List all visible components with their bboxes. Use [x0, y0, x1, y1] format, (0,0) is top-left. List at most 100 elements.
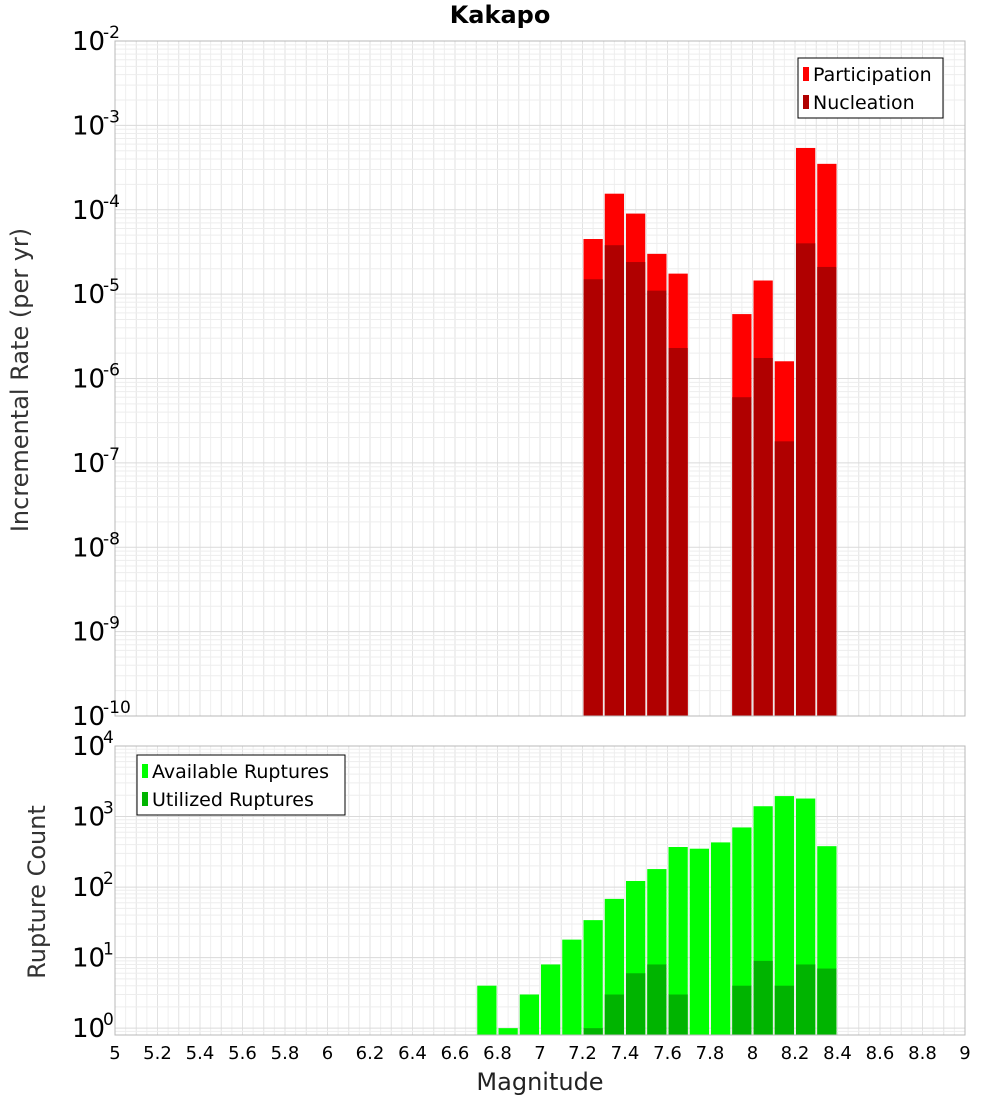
bottom-bar-available-ruptures: [477, 985, 497, 1035]
x-tick-label: 8.6: [866, 1043, 895, 1064]
bottom-y-tick-label: 10: [72, 803, 105, 833]
bottom-bar-utilized-ruptures: [668, 994, 688, 1035]
bottom-y-tick-label: 10: [72, 1014, 105, 1044]
top-bar-nucleation: [604, 245, 624, 717]
top-legend-box: [797, 57, 944, 119]
x-tick-label: 5.4: [186, 1043, 215, 1064]
top-legend: Participation Nucleation: [797, 57, 944, 119]
bottom-bar-utilized-ruptures: [626, 973, 646, 1035]
top-y-tick-label: 10: [72, 618, 105, 648]
bottom-legend-swatch: [142, 764, 148, 778]
top-legend-swatch: [803, 67, 809, 81]
x-tick-label: 6.4: [398, 1043, 427, 1064]
bottom-y-tick-label: 10: [72, 944, 105, 974]
x-tick-label: 7.2: [568, 1043, 597, 1064]
top-legend-swatch: [803, 95, 809, 109]
bottom-legend: Available Ruptures Utilized Ruptures: [136, 754, 346, 816]
x-tick-label: 8.2: [781, 1043, 810, 1064]
x-tick-label: 6: [322, 1043, 333, 1064]
bottom-legend-box: [136, 754, 346, 816]
bottom-bar-available-ruptures: [519, 994, 539, 1035]
top-y-tick-label: 10: [72, 280, 105, 310]
top-plot-frame: [114, 40, 966, 717]
bottom-y-tick-label: 10: [72, 873, 105, 903]
bottom-bar-utilized-ruptures: [753, 960, 773, 1035]
bottom-bar-utilized-ruptures: [732, 985, 752, 1035]
top-y-tick-label: 10: [72, 27, 105, 57]
top-bar-nucleation: [796, 243, 816, 717]
top-bar-nucleation: [817, 266, 837, 716]
x-tick-label: 6.2: [356, 1043, 385, 1064]
bottom-y-tick-label: 10: [72, 732, 105, 762]
top-y-tick-exponent: -6: [103, 361, 120, 381]
bottom-bar-available-ruptures: [541, 964, 561, 1035]
x-tick-label: 5.6: [228, 1043, 257, 1064]
top-bar-nucleation: [647, 290, 667, 716]
top-y-tick-label: 10: [72, 111, 105, 141]
x-tick-label: 8: [747, 1043, 758, 1064]
top-y-axis-label: Incremental Rate (per yr): [6, 228, 34, 532]
top-y-tick-exponent: -3: [103, 107, 120, 127]
top-y-tick-label: 10: [72, 196, 105, 226]
top-y-tick-exponent: -2: [103, 23, 120, 43]
top-bar-nucleation: [626, 262, 646, 716]
x-tick-label: 7.4: [611, 1043, 640, 1064]
bottom-bar-utilized-ruptures: [583, 1028, 603, 1035]
bottom-y-tick-exponent: 0: [103, 1010, 114, 1030]
bottom-bar-available-ruptures: [689, 848, 709, 1035]
top-bar-nucleation: [774, 441, 794, 716]
x-axis-label: Magnitude: [476, 1068, 603, 1096]
top-y-tick-exponent: -5: [103, 276, 120, 296]
top-bars: [583, 147, 837, 717]
bottom-y-tick-exponent: 2: [103, 869, 114, 889]
x-tick-label: 8.4: [823, 1043, 852, 1064]
bottom-bar-available-ruptures: [498, 1028, 518, 1035]
bottom-legend-label: Available Ruptures: [152, 761, 329, 783]
top-y-tick-exponent: -4: [103, 192, 120, 212]
x-tick-label: 7.8: [696, 1043, 725, 1064]
x-tick-label: 7.6: [653, 1043, 682, 1064]
bottom-bar-available-ruptures: [583, 920, 603, 1035]
x-tick-label: 7: [534, 1043, 545, 1064]
top-y-tick-labels: 10-210-310-410-510-610-710-810-910-10: [72, 23, 131, 732]
x-tick-label: 5.2: [143, 1043, 172, 1064]
bottom-plot-frame: [114, 745, 966, 1036]
top-y-tick-label: 10: [72, 365, 105, 395]
top-panel: 10-210-310-410-510-610-710-810-910-10 Par…: [72, 23, 966, 732]
bottom-bar-utilized-ruptures: [796, 964, 816, 1035]
bottom-bar-utilized-ruptures: [647, 964, 667, 1035]
bottom-bars: [477, 796, 837, 1035]
chart-title: Kakapo: [450, 1, 551, 29]
bottom-y-tick-exponent: 1: [103, 940, 114, 960]
bottom-legend-label: Utilized Ruptures: [152, 789, 314, 811]
top-y-tick-exponent: -8: [103, 529, 120, 549]
top-y-tick-label: 10: [72, 533, 105, 563]
bottom-bar-available-ruptures: [732, 827, 752, 1035]
bottom-y-tick-exponent: 4: [103, 728, 114, 748]
top-bar-nucleation: [753, 357, 773, 716]
top-y-tick-exponent: -7: [103, 445, 120, 465]
bottom-bar-available-ruptures: [668, 847, 688, 1035]
top-y-tick-label: 10: [72, 702, 105, 732]
bottom-y-axis-label: Rupture Count: [23, 805, 51, 979]
x-tick-labels: 5 5.2 5.4 5.6 5.8 6 6.2 6.4 6.6 6.8 7 7.2 7.4 7.6 7.8 8…: [109, 1043, 970, 1064]
x-tick-label: 8.8: [908, 1043, 937, 1064]
x-tick-label: 6.8: [483, 1043, 512, 1064]
top-bar-nucleation: [668, 347, 688, 716]
bottom-bar-utilized-ruptures: [774, 985, 794, 1035]
top-y-tick-label: 10: [72, 449, 105, 479]
top-bar-nucleation: [583, 279, 603, 716]
bottom-bar-utilized-ruptures: [817, 968, 837, 1035]
x-tick-label: 6.6: [441, 1043, 470, 1064]
top-legend-label: Participation: [813, 64, 932, 86]
top-bar-nucleation: [732, 397, 752, 716]
bottom-legend-swatch: [142, 792, 148, 806]
x-tick-label: 9: [959, 1043, 970, 1064]
bottom-bar-available-ruptures: [562, 939, 582, 1035]
bottom-bar-available-ruptures: [774, 796, 794, 1035]
top-y-tick-exponent: -9: [103, 614, 120, 634]
x-tick-label: 5: [109, 1043, 120, 1064]
